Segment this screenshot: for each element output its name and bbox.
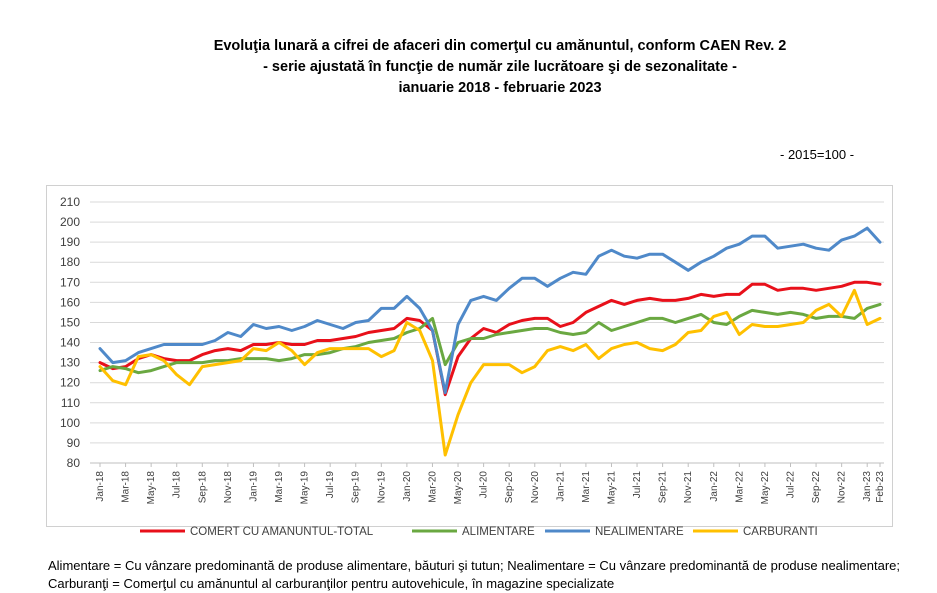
gridlines <box>90 201 884 464</box>
y-tick-label: 110 <box>61 396 80 410</box>
y-tick-label: 150 <box>60 315 80 329</box>
x-tick-label: Feb-23 <box>875 471 886 503</box>
x-tick-label: Sep-20 <box>504 471 515 504</box>
y-axis: 80 90 100 110 120 130 140 150 160 170 180 190 200 210 <box>60 195 80 470</box>
chart-title: Evoluţia lunară a cifrei de afaceri din … <box>213 38 787 54</box>
x-tick-label: Sep-19 <box>351 471 362 504</box>
x-axis: Jan-18 Mar-18 May-18 Jul-18 Sep-18 Nov-18 Jan-… <box>90 462 886 505</box>
x-tick-label: Sep-18 <box>197 471 208 504</box>
x-tick-label: Jan-23 <box>862 471 873 502</box>
x-tick-label: Jan-21 <box>555 471 566 502</box>
x-tick-label: Mar-19 <box>274 471 285 503</box>
x-tick-label: Jan-20 <box>402 471 413 502</box>
chart-subtitle: - serie ajustată în funcţie de număr zil… <box>263 59 737 75</box>
x-tick-label: May-19 <box>300 471 311 505</box>
x-tick-label: Mar-18 <box>121 471 132 503</box>
x-tick-label: Jul-20 <box>479 471 490 499</box>
legend: COMERT CU AMANUNTUL-TOTAL ALIMENTARE NEALI… <box>140 526 818 538</box>
x-tick-label: Sep-22 <box>811 471 822 504</box>
base-year-label: - 2015=100 - <box>780 147 855 162</box>
x-tick-label: Nov-19 <box>376 471 387 504</box>
y-tick-label: 190 <box>60 235 80 249</box>
y-tick-label: 120 <box>60 376 80 390</box>
x-tick-label: Jan-22 <box>709 471 720 502</box>
y-tick-label: 140 <box>60 336 80 350</box>
x-tick-label: Mar-20 <box>427 471 438 503</box>
chart-frame <box>46 185 893 527</box>
legend-label: CARBURANTI <box>743 526 818 538</box>
series-line-nealimentare <box>98 226 882 395</box>
y-tick-label: 180 <box>60 255 80 269</box>
x-tick-label: Jul-21 <box>632 471 643 499</box>
footnote: Alimentare = Cu vânzare predominantă de … <box>48 558 900 591</box>
legend-label: ALIMENTARE <box>462 526 535 538</box>
legend-label: NEALIMENTARE <box>595 526 684 538</box>
x-tick-label: Mar-21 <box>581 471 592 503</box>
x-tick-label: May-20 <box>453 471 464 505</box>
legend-label: COMERT CU AMANUNTUL-TOTAL <box>190 526 374 538</box>
series-lines <box>98 226 882 457</box>
x-tick-label: Mar-22 <box>734 471 745 503</box>
y-tick-label: 130 <box>60 356 80 370</box>
x-tick-label: Nov-22 <box>837 471 848 504</box>
series-line-comert-cu-amanuntul-total <box>98 280 882 397</box>
x-tick-label: Jul-22 <box>785 471 796 499</box>
y-tick-label: 90 <box>67 436 81 450</box>
x-tick-label: May-22 <box>760 471 771 505</box>
x-tick-label: Jan-19 <box>248 471 259 502</box>
series-line-alimentare <box>98 302 882 375</box>
x-tick-label: May-18 <box>146 471 157 505</box>
x-tick-label: Sep-21 <box>658 471 669 504</box>
x-tick-label: Jul-18 <box>172 471 183 499</box>
x-tick-label: Jul-19 <box>325 471 336 499</box>
x-tick-label: Nov-18 <box>223 471 234 504</box>
x-tick-label: Jan-18 <box>95 471 106 502</box>
y-tick-label: 210 <box>60 195 80 209</box>
series-line-carburanti <box>98 288 882 457</box>
x-tick-label: Nov-21 <box>683 471 694 504</box>
x-tick-label: Nov-20 <box>530 471 541 504</box>
chart-period: ianuarie 2018 - februarie 2023 <box>398 80 602 96</box>
y-tick-label: 160 <box>60 295 80 309</box>
x-tick-label: May-21 <box>606 471 617 505</box>
y-tick-label: 170 <box>60 275 80 289</box>
y-tick-label: 200 <box>60 215 80 229</box>
y-tick-label: 80 <box>67 456 81 470</box>
y-tick-label: 100 <box>60 416 80 430</box>
